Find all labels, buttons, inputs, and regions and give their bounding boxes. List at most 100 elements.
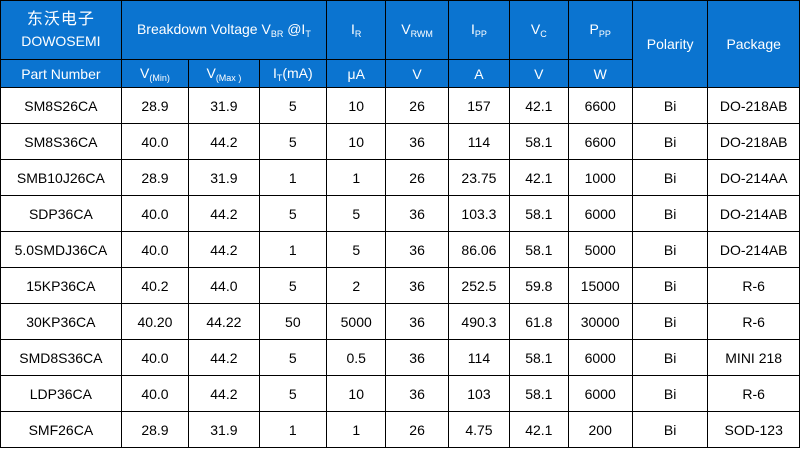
breakdown-voltage-header: Breakdown Voltage VBR @IT (120, 0, 328, 60)
vrwm-cell: 26 (385, 87, 449, 124)
v-max-cell: 44.0 (188, 267, 260, 304)
vc-cell: 58.1 (509, 339, 569, 376)
ipp-unit: A (447, 59, 511, 88)
ir-cell: 1 (326, 411, 387, 448)
part-number-cell: 15KP36CA (0, 267, 122, 304)
brand-en: DOWOSEMI (21, 33, 101, 49)
part-number-cell: SMF26CA (0, 411, 122, 448)
table-row: 15KP36CA 40.2 44.0 5 2 36 252.5 59.8 15000 Bi R-6 (0, 267, 800, 304)
part-number-cell: 5.0SMDJ36CA (0, 231, 122, 268)
v-min-cell: 40.0 (120, 123, 190, 160)
vrwm-main: V (401, 21, 411, 37)
package-header: Package (707, 0, 800, 88)
vrwm-cell: 26 (385, 411, 449, 448)
it-main: I (272, 64, 277, 81)
ppp-header: PPP (567, 0, 633, 60)
v-max-cell: 31.9 (188, 411, 260, 448)
it-cell: 5 (258, 339, 328, 376)
brand-header: 东沃电子 DOWOSEMI (0, 0, 122, 60)
package-cell: DO-214AB (707, 231, 800, 268)
ipp-cell: 490.3 (447, 303, 511, 340)
vc-cell: 42.1 (509, 87, 569, 124)
ipp-cell: 86.06 (447, 231, 511, 268)
table-row: SM8S26CA 28.9 31.9 5 10 26 157 42.1 6600 Bi DO-218… (0, 87, 800, 124)
part-number-cell: SDP36CA (0, 195, 122, 232)
polarity-cell: Bi (631, 123, 709, 160)
it-cell: 50 (258, 303, 328, 340)
ir-unit: μA (326, 59, 387, 88)
polarity-cell: Bi (631, 411, 709, 448)
v-max-cell: 44.2 (188, 123, 260, 160)
vrwm-cell: 36 (385, 195, 449, 232)
polarity-cell: Bi (631, 267, 709, 304)
part-number-header: Part Number (0, 59, 122, 88)
vc-sub: C (540, 29, 547, 39)
it-header: IT(mA) (258, 59, 328, 88)
vmax-header: V(Max ) (188, 59, 260, 88)
brand-cn: 东沃电子 (26, 9, 95, 28)
ir-cell: 5000 (326, 303, 387, 340)
table-row: 5.0SMDJ36CA 40.0 44.2 1 5 36 86.06 58.1 5000 Bi DO… (0, 231, 800, 268)
ppp-cell: 30000 (567, 303, 633, 340)
table-row: SMD8S36CA 40.0 44.2 5 0.5 36 114 58.1 6000 Bi MINI… (0, 339, 800, 376)
package-cell: SOD-123 (707, 411, 800, 448)
v-max-cell: 44.22 (188, 303, 260, 340)
v-min-cell: 28.9 (120, 159, 190, 196)
it-sub: T (276, 72, 283, 83)
it-cell: 1 (258, 159, 328, 196)
part-number-cell: SMB10J26CA (0, 159, 122, 196)
ipp-main: I (471, 21, 475, 37)
ppp-sub: PP (598, 29, 611, 39)
ir-header: IR (326, 0, 387, 60)
package-cell: R-6 (707, 375, 800, 412)
ir-sub: R (354, 29, 362, 39)
ppp-cell: 6000 (567, 195, 633, 232)
v-max-cell: 44.2 (188, 195, 260, 232)
ipp-cell: 103 (447, 375, 511, 412)
package-cell: DO-214AA (707, 159, 800, 196)
vc-unit: V (509, 59, 569, 88)
polarity-cell: Bi (631, 339, 709, 376)
vc-cell: 58.1 (509, 195, 569, 232)
it-cell: 5 (258, 267, 328, 304)
ir-cell: 5 (326, 231, 387, 268)
polarity-cell: Bi (631, 87, 709, 124)
v-min-cell: 40.0 (120, 375, 190, 412)
ppp-cell: 6000 (567, 339, 633, 376)
v-min-cell: 40.0 (120, 195, 190, 232)
ppp-cell: 5000 (567, 231, 633, 268)
ppp-main: P (589, 21, 599, 37)
vmin-main: V (140, 64, 150, 81)
v-min-cell: 28.9 (120, 87, 190, 124)
table-body: SM8S26CA 28.9 31.9 5 10 26 157 42.1 6600 Bi DO-218… (0, 87, 800, 448)
it-cell: 5 (258, 375, 328, 412)
table-row: SM8S36CA 40.0 44.2 5 10 36 114 58.1 6600 Bi DO-218… (0, 123, 800, 160)
it-cell: 5 (258, 123, 328, 160)
v-max-cell: 31.9 (188, 159, 260, 196)
table-row: LDP36CA 40.0 44.2 5 10 36 103 58.1 6000 Bi R-6 (0, 375, 800, 412)
ppp-cell: 1000 (567, 159, 633, 196)
vmin-sub: (Min) (149, 72, 170, 83)
polarity-cell: Bi (631, 303, 709, 340)
package-cell: MINI 218 (707, 339, 800, 376)
ppp-cell: 200 (567, 411, 633, 448)
it-cell: 5 (258, 87, 328, 124)
vrwm-sub: RWM (410, 29, 433, 39)
vrwm-cell: 36 (385, 123, 449, 160)
vrwm-cell: 36 (385, 231, 449, 268)
ir-cell: 2 (326, 267, 387, 304)
v-min-cell: 40.20 (120, 303, 190, 340)
vrwm-cell: 36 (385, 267, 449, 304)
vc-cell: 59.8 (509, 267, 569, 304)
vc-cell: 42.1 (509, 159, 569, 196)
it-rest: (mA) (282, 64, 313, 81)
ir-cell: 1 (326, 159, 387, 196)
ppp-cell: 6600 (567, 123, 633, 160)
ipp-cell: 252.5 (447, 267, 511, 304)
v-max-cell: 44.2 (188, 231, 260, 268)
ir-cell: 10 (326, 375, 387, 412)
breakdown-text: Breakdown Voltage V (136, 21, 271, 37)
part-number-cell: SM8S26CA (0, 87, 122, 124)
polarity-cell: Bi (631, 231, 709, 268)
ppp-unit: W (567, 59, 633, 88)
